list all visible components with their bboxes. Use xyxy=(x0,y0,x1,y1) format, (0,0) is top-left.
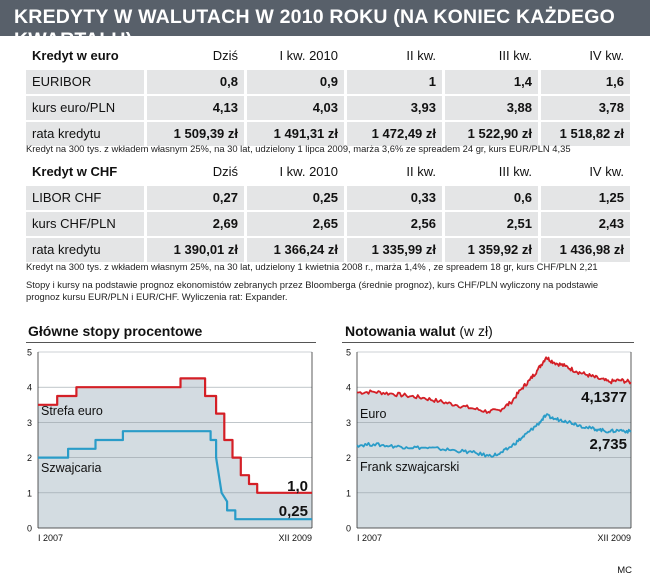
y-tick-label: 0 xyxy=(346,524,351,534)
panel-divider xyxy=(26,342,316,343)
series-line xyxy=(356,413,632,458)
interest-rates-chart: 0 1 2 3 4 5 Strefa euro 1,0 Szwajcaria 0,25 I 2007… xyxy=(27,348,313,543)
column-header: IV kw. xyxy=(541,44,630,68)
chf-table-note: Kredyt na 300 tys. z wkładem własnym 25%… xyxy=(26,261,598,272)
table-cell: 1 359,92 zł xyxy=(445,238,538,262)
y-tick-label: 1 xyxy=(346,488,351,498)
series-end-value: 2,735 xyxy=(589,436,627,453)
chart-title-group: Notowania walut (w zł) xyxy=(345,323,493,339)
column-header: II kw. xyxy=(347,44,442,68)
table-row: kurs CHF/PLN 2,69 2,65 2,56 2,51 2,43 xyxy=(26,212,630,236)
series-area xyxy=(357,414,631,528)
table-cell: 3,93 xyxy=(347,96,442,120)
y-tick-label: 3 xyxy=(27,418,32,428)
table-cell: 0,9 xyxy=(247,70,344,94)
table-row: rata kredytu 1 509,39 zł 1 491,31 zł 1 4… xyxy=(26,122,630,146)
x-tick-label: I 2007 xyxy=(357,533,382,543)
table-cell: 1 509,39 zł xyxy=(147,122,244,146)
table-cell: 1,6 xyxy=(541,70,630,94)
series-line xyxy=(357,356,632,414)
column-header: III kw. xyxy=(445,160,538,184)
table-header-row: Kredyt w euro Dziś I kw. 2010 II kw. III… xyxy=(26,44,630,68)
table-cell: 3,88 xyxy=(445,96,538,120)
series-end-value: 0,25 xyxy=(279,503,308,520)
footnote: Stopy i kursy na podstawie prognoz ekono… xyxy=(26,279,599,302)
column-header: I kw. 2010 xyxy=(247,44,344,68)
table-cell: 1 366,24 zł xyxy=(247,238,344,262)
y-tick-label: 3 xyxy=(346,418,351,428)
y-tick-label: 5 xyxy=(346,348,351,358)
x-tick-label: XII 2009 xyxy=(278,533,312,543)
y-tick-label: 1 xyxy=(27,488,32,498)
column-header: IV kw. xyxy=(541,160,630,184)
series-line xyxy=(38,430,312,521)
table-cell: 2,56 xyxy=(347,212,442,236)
y-tick-label: 4 xyxy=(27,383,32,393)
table-cell: 2,69 xyxy=(147,212,244,236)
column-header: Dziś xyxy=(147,160,244,184)
row-label: EURIBOR xyxy=(26,70,144,94)
column-header: I kw. 2010 xyxy=(247,160,344,184)
table-cell: 0,25 xyxy=(247,186,344,210)
table-cell: 1 xyxy=(347,70,442,94)
currency-rates-chart: 0 1 2 3 4 5 Euro 4,1377 Frank szwajcarski 2,735 I … xyxy=(346,348,632,543)
row-label: kurs euro/PLN xyxy=(26,96,144,120)
table-cell: 2,51 xyxy=(445,212,538,236)
table-cell: 0,33 xyxy=(347,186,442,210)
table-cell: 1 472,49 zł xyxy=(347,122,442,146)
table-cell: 0,8 xyxy=(147,70,244,94)
table-cell: 4,03 xyxy=(247,96,344,120)
table-cell: 2,65 xyxy=(247,212,344,236)
author-signature: MC xyxy=(617,565,632,576)
series-label: Euro xyxy=(360,407,386,421)
table-cell: 1,4 xyxy=(445,70,538,94)
series-label: Szwajcaria xyxy=(41,461,101,475)
series-line xyxy=(38,377,312,494)
chart-subtitle: (w zł) xyxy=(459,323,493,339)
table-row: LIBOR CHF 0,27 0,25 0,33 0,6 1,25 xyxy=(26,186,630,210)
table-cell: 2,43 xyxy=(541,212,630,236)
chart-title: Główne stopy procentowe xyxy=(28,323,203,339)
table-row: rata kredytu 1 390,01 zł 1 366,24 zł 1 3… xyxy=(26,238,630,262)
x-tick-label: XII 2009 xyxy=(597,533,631,543)
series-area xyxy=(38,431,312,528)
x-tick-label: I 2007 xyxy=(38,533,63,543)
table-cell: 1 335,99 zł xyxy=(347,238,442,262)
table-cell: 4,13 xyxy=(147,96,244,120)
row-label: LIBOR CHF xyxy=(26,186,144,210)
column-header: Dziś xyxy=(147,44,244,68)
panel-divider xyxy=(342,342,634,343)
table-cell: 3,78 xyxy=(541,96,630,120)
row-label: rata kredytu xyxy=(26,122,144,146)
euro-table-note: Kredyt na 300 tys. z wkładem własnym 25%… xyxy=(26,143,571,154)
row-label: kurs CHF/PLN xyxy=(26,212,144,236)
table-cell: 1 491,31 zł xyxy=(247,122,344,146)
table-cell: 1 390,01 zł xyxy=(147,238,244,262)
y-tick-label: 5 xyxy=(27,348,32,358)
column-header: III kw. xyxy=(445,44,538,68)
series-end-value: 1,0 xyxy=(287,478,308,495)
table-row: kurs euro/PLN 4,13 4,03 3,93 3,88 3,78 xyxy=(26,96,630,120)
column-header: Kredyt w CHF xyxy=(26,160,144,184)
y-tick-label: 0 xyxy=(27,524,32,534)
title-bar: KREDYTY W WALUTACH W 2010 ROKU (NA KONIE… xyxy=(0,0,650,51)
table-row: EURIBOR 0,8 0,9 1 1,4 1,6 xyxy=(26,70,630,94)
table-cell: 1 518,82 zł xyxy=(541,122,630,146)
table-cell: 0,27 xyxy=(147,186,244,210)
series-label: Frank szwajcarski xyxy=(360,460,459,474)
y-tick-label: 4 xyxy=(346,383,351,393)
series-end-value: 4,1377 xyxy=(581,389,627,406)
chart-title: Notowania walut xyxy=(345,323,456,339)
column-header: II kw. xyxy=(347,160,442,184)
row-label: rata kredytu xyxy=(26,238,144,262)
table-header-row: Kredyt w CHF Dziś I kw. 2010 II kw. III … xyxy=(26,160,630,184)
column-header: Kredyt w euro xyxy=(26,44,144,68)
y-tick-label: 2 xyxy=(27,453,32,463)
series-label: Strefa euro xyxy=(41,404,103,418)
table-cell: 1,25 xyxy=(541,186,630,210)
table-cell: 1 436,98 zł xyxy=(541,238,630,262)
table-cell: 0,6 xyxy=(445,186,538,210)
y-tick-label: 2 xyxy=(346,453,351,463)
table-cell: 1 522,90 zł xyxy=(445,122,538,146)
